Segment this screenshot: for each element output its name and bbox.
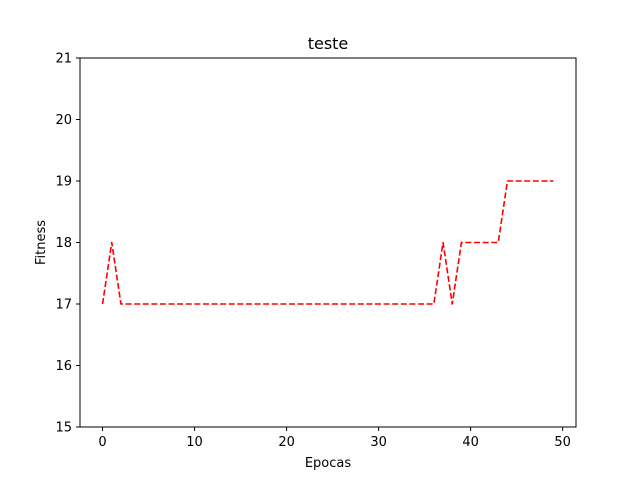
chart-title: teste: [308, 34, 349, 53]
y-tick-label: 18: [55, 236, 72, 251]
x-axis: 0 10 20 30 40 50: [98, 427, 571, 450]
y-tick-label: 20: [55, 113, 72, 128]
series-layer: [101, 180, 554, 305]
y-axis: 15 16 17 18 19 20 21: [55, 52, 80, 436]
x-tick-label: 10: [186, 435, 203, 450]
x-tick-label: 50: [554, 435, 571, 450]
x-tick-label: 30: [370, 435, 387, 450]
y-tick-label: 19: [55, 175, 72, 190]
series-line: [101, 180, 554, 305]
y-axis-label: Fitness: [34, 220, 49, 265]
y-tick-label: 17: [55, 298, 72, 313]
y-tick-label: 21: [55, 52, 72, 67]
x-tick-label: 20: [278, 435, 295, 450]
y-tick-label: 15: [55, 421, 72, 436]
x-axis-label: Epocas: [305, 456, 352, 471]
y-tick-label: 16: [55, 359, 72, 374]
plot-frame: [79, 57, 577, 428]
x-tick-label: 40: [462, 435, 479, 450]
x-tick-label: 0: [98, 435, 106, 450]
